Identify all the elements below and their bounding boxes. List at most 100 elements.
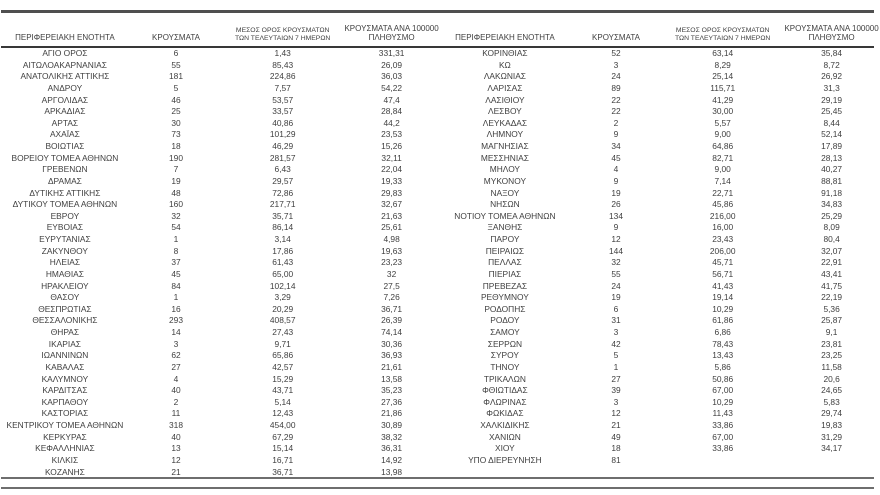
table-cell: 3 [613, 396, 619, 407]
table-cell: 29,19 [821, 94, 843, 105]
table-cell: 32,67 [381, 199, 403, 210]
table-cell: ΛΑΣΙΘΙΟΥ [485, 94, 525, 105]
table-cell: 29,57 [272, 175, 294, 186]
table-cell: ΘΕΣΠΡΩΤΙΑΣ [38, 303, 92, 314]
table-cell: 86,14 [272, 222, 294, 233]
table-row: ΚΕΦΑΛΛΗΝΙΑΣ 13 15,14 36,31 [0, 443, 440, 455]
table-cell: 26,39 [381, 315, 403, 326]
table-cell: 35,23 [381, 385, 403, 396]
table-cell: 4,98 [383, 234, 400, 244]
table-cell: 9 [613, 129, 619, 140]
table-cell: 28,13 [821, 152, 843, 163]
table-cell: 3 [173, 338, 179, 349]
table-cell: 206,00 [709, 245, 736, 256]
right-table-body: ΚΟΡΙΝΘΙΑΣ 52 63,14 35,84 ΚΩ 3 8,29 8,72 ΛΑΚΩΝΙΑΣ… [440, 48, 880, 467]
table-cell: 35,84 [821, 48, 843, 58]
table-cell: 8,29 [714, 59, 731, 70]
table-row: ΒΟΙΩΤΙΑΣ 18 46,29 15,26 [0, 141, 440, 153]
table-cell: 6,86 [714, 327, 731, 337]
table-cell: 9,1 [825, 327, 838, 337]
table-cell: 7 [173, 164, 179, 175]
table-row: ΞΑΝΘΗΣ 9 16,00 8,09 [440, 222, 880, 234]
table-cell: 55 [611, 268, 621, 279]
table-cell: 134 [609, 210, 623, 221]
table-cell: 1 [613, 361, 619, 372]
table-cell: ΚΑΣΤΟΡΙΑΣ [41, 408, 89, 419]
table-row: ΘΗΡΑΣ 14 27,43 74,14 [0, 327, 440, 339]
table-cell: ΝΗΣΩΝ [490, 199, 520, 210]
table-cell: 27,5 [383, 280, 400, 291]
table-cell: 12,43 [272, 408, 294, 419]
table-cell: ΖΑΚΥΝΘΟΥ [41, 245, 89, 256]
table-row: ΑΝΑΤΟΛΙΚΗΣ ΑΤΤΙΚΗΣ 181 224,86 36,03 [0, 71, 440, 83]
table-cell: 54 [171, 222, 181, 233]
right-data-table: ΚΟΡΙΝΘΙΑΣ 52 63,14 35,84 ΚΩ 3 8,29 8,72 ΛΑΚΩΝΙΑΣ… [440, 48, 880, 467]
table-row: ΚΩ 3 8,29 8,72 [440, 60, 880, 72]
top-rule [1, 10, 874, 13]
table-cell: ΚΙΛΚΙΣ [51, 454, 79, 465]
table-row: ΜΗΛΟΥ 4 9,00 40,27 [440, 164, 880, 176]
table-row: ΜΥΚΟΝΟΥ 9 7,14 88,81 [440, 176, 880, 188]
column-header-per100k-line1: ΚΡΟΥΣΜΑΤΑ ΑΝΑ 100000 [344, 23, 439, 33]
table-row: ΧΙΟΥ 18 33,86 34,17 [440, 443, 880, 455]
table-row: ΥΠΟ ΔΙΕΡΕΥΝΗΣΗ 81 [440, 455, 880, 467]
table-cell: 9,71 [274, 338, 291, 349]
table-cell: ΠΡΕΒΕΖΑΣ [482, 280, 528, 291]
table-cell: 5 [613, 350, 619, 361]
table-cell: 22 [611, 106, 621, 117]
table-cell: 24 [611, 280, 621, 291]
table-cell: ΕΥΒΟΙΑΣ [46, 222, 84, 233]
table-cell: 5,57 [714, 117, 731, 128]
table-cell: 85,43 [272, 59, 294, 70]
table-cell: 15,29 [272, 373, 294, 384]
table-row: ΚΑΡΔΙΤΣΑΣ 40 43,71 35,23 [0, 385, 440, 397]
table-cell: ΜΗΛΟΥ [489, 164, 521, 175]
table-cell: 48 [171, 187, 181, 198]
table-cell: ΔΡΑΜΑΣ [47, 175, 82, 186]
table-cell: 25,29 [821, 210, 843, 221]
table-cell: 40,86 [272, 117, 294, 128]
table-cell: 45 [611, 152, 621, 163]
table-cell: ΘΑΣΟΥ [50, 292, 80, 303]
table-cell: ΚΑΡΠΑΘΟΥ [41, 396, 89, 407]
table-cell: 32 [171, 210, 181, 221]
table-cell: 53,57 [272, 94, 294, 105]
table-cell: 19,14 [712, 292, 734, 303]
table-row: ΗΜΑΘΙΑΣ 45 65,00 32 [0, 269, 440, 281]
table-cell: 18 [171, 141, 181, 151]
table-row: ΡΟΔΟΠΗΣ 6 10,29 5,36 [440, 304, 880, 316]
table-cell: ΚΕΦΑΛΛΗΝΙΑΣ [35, 443, 95, 454]
table-cell: 9 [613, 175, 619, 186]
table-cell: 217,71 [269, 199, 296, 210]
table-cell: 15,14 [272, 443, 294, 454]
table-cell: 32 [386, 268, 397, 279]
table-cell: 36,03 [381, 71, 403, 82]
table-row: ΛΑΚΩΝΙΑΣ 24 25,14 26,92 [440, 71, 880, 83]
table-cell: 33,57 [272, 106, 294, 117]
table-cell: ΕΥΡΥΤΑΝΙΑΣ [39, 234, 91, 244]
table-row: ΚΙΛΚΙΣ 12 16,71 14,92 [0, 455, 440, 467]
table-cell: 42,57 [272, 361, 294, 372]
table-row: ΛΕΥΚΑΔΑΣ 2 5,57 8,44 [440, 118, 880, 130]
table-cell: 9,00 [714, 164, 731, 175]
table-cell: 12 [611, 234, 621, 244]
table-cell: ΛΑΚΩΝΙΑΣ [483, 71, 526, 82]
table-cell: ΜΥΚΟΝΟΥ [483, 175, 527, 186]
table-row: ΕΥΒΟΙΑΣ 54 86,14 25,61 [0, 222, 440, 234]
table-row: ΜΑΓΝΗΣΙΑΣ 34 64,86 17,89 [440, 141, 880, 153]
table-cell: ΑΧΑΪΑΣ [49, 129, 80, 140]
table-row: ΔΥΤΙΚΟΥ ΤΟΜΕΑ ΑΘΗΝΩΝ 160 217,71 32,67 [0, 199, 440, 211]
table-row: ΑΡΓΟΛΙΔΑΣ 46 53,57 47,4 [0, 95, 440, 107]
table-cell: 16 [171, 303, 181, 314]
table-cell: ΤΡΙΚΑΛΩΝ [483, 373, 526, 384]
table-cell: 45,86 [712, 199, 734, 210]
table-row: ΠΡΕΒΕΖΑΣ 24 41,43 41,75 [440, 281, 880, 293]
table-cell: 5,86 [714, 361, 731, 372]
table-cell: ΑΙΤΩΛΟΑΚΑΡΝΑΝΙΑΣ [22, 59, 107, 70]
table-row: ΗΡΑΚΛΕΙΟΥ 84 102,14 27,5 [0, 281, 440, 293]
table-cell: 41,29 [712, 94, 734, 105]
column-header-region: ΠΕΡΙΦΕΡΕΙΑΚΗ ΕΝΟΤΗΤΑ [0, 33, 130, 46]
table-cell: 52,14 [821, 129, 843, 140]
table-cell: ΧΑΛΚΙΔΙΚΗΣ [480, 420, 530, 430]
table-cell: 4 [613, 164, 619, 175]
